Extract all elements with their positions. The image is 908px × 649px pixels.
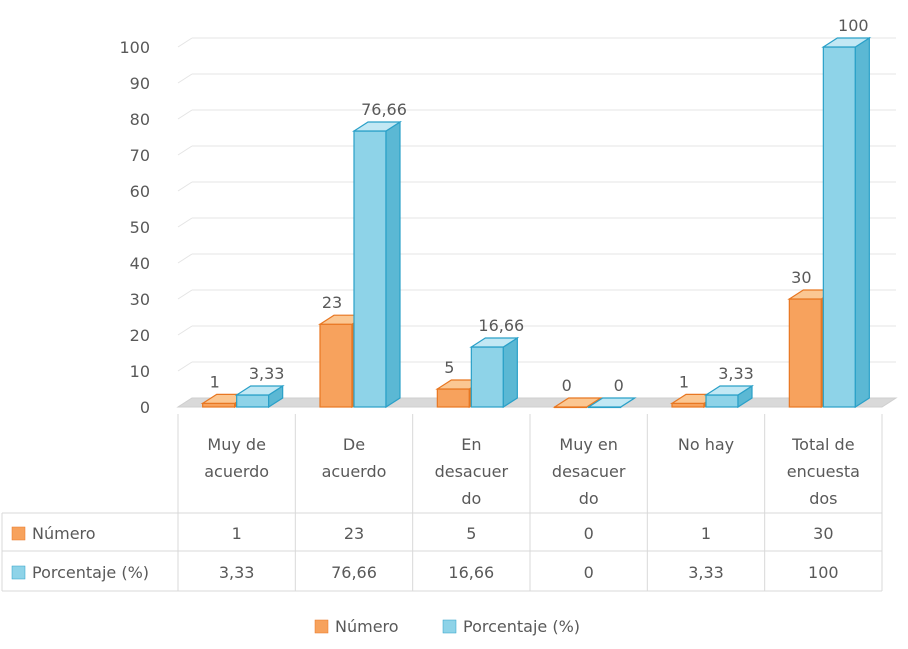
data-label: 100	[838, 16, 869, 35]
data-label: 23	[322, 293, 342, 312]
category-label: No hay	[678, 435, 734, 454]
category-label: acuerdo	[322, 462, 387, 481]
category-label: do	[579, 489, 599, 508]
table-cell: 3,33	[688, 563, 724, 582]
data-label: 1	[679, 372, 689, 391]
data-label: 30	[791, 268, 811, 287]
gridline-side	[177, 73, 193, 84]
row-legend-key	[11, 565, 26, 580]
bar-front	[353, 130, 387, 408]
gridline-side	[177, 109, 193, 120]
bar-top	[821, 37, 872, 48]
bar-front	[470, 346, 504, 408]
table-cell: 5	[466, 524, 476, 543]
data-label: 5	[444, 358, 454, 377]
bar-side	[385, 120, 401, 409]
y-tick-label: 10	[130, 362, 150, 381]
data-label: 3,33	[249, 364, 285, 383]
table-cell: 76,66	[331, 563, 377, 582]
row-header: Porcentaje (%)	[32, 563, 149, 582]
data-label: 3,33	[718, 364, 754, 383]
legend-key	[314, 619, 329, 634]
row-legend-key	[11, 526, 26, 541]
gridline-side	[177, 289, 193, 300]
data-label: 0	[614, 376, 624, 395]
category-label: Total de	[791, 435, 854, 454]
bar-side	[502, 336, 518, 409]
category-label: encuesta	[787, 462, 860, 481]
bar-top	[351, 121, 403, 132]
y-tick-label: 50	[130, 218, 150, 237]
bar-top	[586, 397, 637, 408]
table-cell: 0	[584, 524, 594, 543]
bar-front	[436, 388, 470, 408]
table-cell: 30	[813, 524, 833, 543]
gridline-side	[177, 145, 193, 156]
table-cell: 16,66	[448, 563, 494, 582]
gridline-side	[177, 325, 193, 336]
y-tick-label: 70	[130, 146, 150, 165]
data-label: 76,66	[361, 100, 407, 119]
table-cell: 1	[701, 524, 711, 543]
gridline-side	[177, 253, 193, 264]
bar-top	[234, 385, 285, 396]
legend-label: Número	[335, 617, 399, 636]
category-label: acuerdo	[204, 462, 269, 481]
y-tick-label: 90	[130, 74, 150, 93]
data-label: 16,66	[478, 316, 524, 335]
table-cell: 3,33	[219, 563, 255, 582]
y-tick-label: 100	[119, 38, 150, 57]
y-tick-label: 20	[130, 326, 150, 345]
bar-front	[822, 46, 856, 408]
y-tick-label: 40	[130, 254, 150, 273]
chart-floor	[176, 397, 898, 408]
y-tick-label: 80	[130, 110, 150, 129]
category-label: do	[461, 489, 481, 508]
category-label: desacuer	[552, 462, 626, 481]
legend-label: Porcentaje (%)	[463, 617, 580, 636]
table-cell: 1	[232, 524, 242, 543]
bar-front	[319, 323, 353, 408]
gridline-side	[177, 217, 193, 228]
bar-top	[552, 397, 603, 408]
data-label: 1	[210, 372, 220, 391]
bar-front	[236, 394, 270, 408]
gridline-side	[177, 181, 193, 192]
legend-key	[442, 619, 457, 634]
bar-front	[788, 298, 822, 408]
table-cell: 0	[584, 563, 594, 582]
table-cell: 100	[808, 563, 839, 582]
data-label: 0	[562, 376, 572, 395]
bar-top	[703, 385, 755, 396]
category-label: Muy en	[559, 435, 617, 454]
table-cell: 23	[344, 524, 364, 543]
category-label: desacuer	[435, 462, 509, 481]
bar-front	[705, 394, 739, 408]
y-tick-label: 0	[140, 398, 150, 417]
gridline-side	[177, 37, 193, 48]
y-tick-label: 30	[130, 290, 150, 309]
y-tick-label: 60	[130, 182, 150, 201]
category-label: De	[343, 435, 365, 454]
bar-top	[469, 337, 520, 348]
gridline-side	[177, 361, 193, 372]
row-header: Número	[32, 524, 96, 543]
category-label: Muy de	[207, 435, 266, 454]
bar-side	[854, 36, 870, 409]
category-label: dos	[809, 489, 837, 508]
category-label: En	[461, 435, 481, 454]
